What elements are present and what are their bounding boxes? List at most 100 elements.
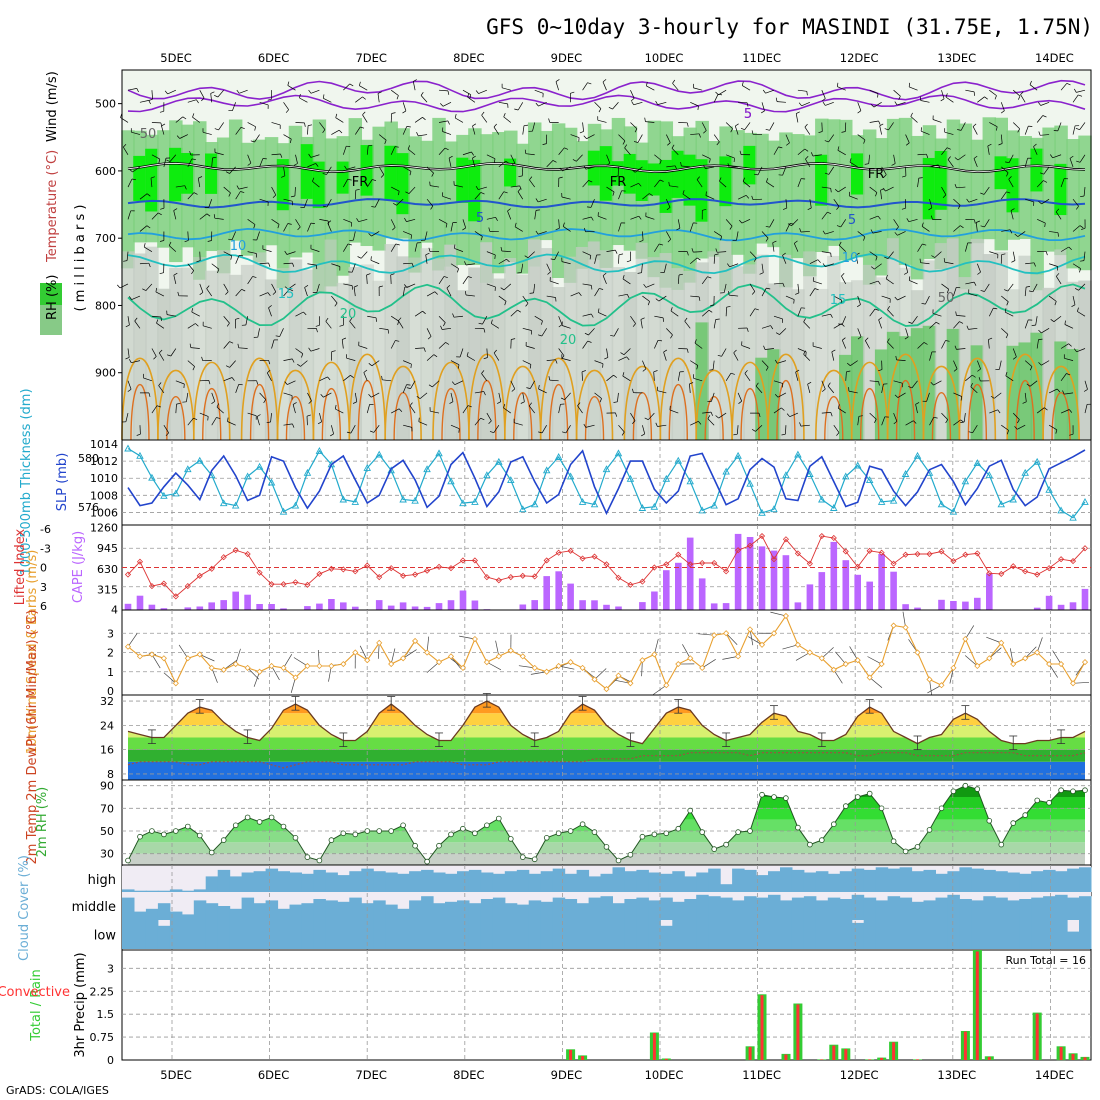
wind-barb: [1025, 198, 1034, 203]
cape-bar: [663, 570, 670, 610]
rh-band-low: [384, 244, 398, 440]
cloud-bar: [911, 871, 925, 892]
wind-barb-flag: [444, 147, 449, 151]
wind-barb-flag: [558, 176, 563, 179]
wind-barb-flag: [462, 227, 466, 231]
wind-barb-flag: [506, 258, 510, 263]
wind-barb-flag: [452, 313, 455, 318]
wind-barb-flag: [759, 272, 764, 275]
wind-barb: [988, 339, 990, 349]
rh-band: [647, 120, 662, 278]
lifted-point: [914, 550, 921, 558]
wind-barb: [1060, 83, 1068, 91]
lifted-point: [591, 553, 598, 560]
wind-barb: [398, 320, 404, 329]
wind-barb-flag: [225, 171, 230, 174]
wind-barb-flag: [710, 411, 713, 416]
wind-barb: [199, 283, 204, 293]
wind-barb: [857, 231, 866, 238]
wind-barb: [522, 360, 532, 365]
wind-barb-flag: [686, 122, 689, 127]
wind-barb-flag: [199, 292, 204, 295]
wind-barb: [259, 292, 269, 297]
wind-barb: [677, 274, 680, 284]
cape-bar: [770, 550, 778, 610]
wind-barb: [782, 166, 787, 176]
wind-barb: [402, 287, 406, 297]
wind-barb: [825, 231, 834, 235]
cloud-bar: [612, 903, 625, 920]
rh-point: [735, 829, 741, 835]
cloud-bar: [756, 920, 769, 949]
cloud-bar: [612, 867, 625, 892]
wind-barb-flag: [898, 95, 901, 100]
wind-barb: [764, 348, 775, 350]
cloud-bar: [373, 900, 386, 920]
lifted-point: [184, 583, 191, 590]
wind10m-barb: [486, 661, 502, 671]
cloud-bar: [720, 884, 733, 892]
wind-barb-flag: [517, 188, 521, 192]
wind-barb: [402, 384, 407, 394]
wind-barb: [663, 351, 667, 361]
wind-barb-flag: [247, 162, 252, 166]
svg-text:2m Temp 2m DewPt (6hr Min/Max): 2m Temp 2m DewPt (6hr Min/Max) (°C): [25, 610, 40, 865]
wind10m-barb: [654, 638, 659, 655]
rh-band-high: [683, 154, 697, 206]
precip-panel-frame: [121, 949, 1092, 1061]
wind10m-point: [591, 676, 598, 683]
wind-barb: [1055, 211, 1062, 220]
wind-barb: [777, 392, 787, 398]
wind-barb: [377, 93, 380, 103]
wind-barb-flag: [921, 302, 926, 305]
wind-barb: [300, 360, 308, 367]
wind-barb: [701, 309, 710, 317]
warm-contour: [922, 365, 961, 441]
wind-barb: [1035, 316, 1038, 326]
wind-barb: [905, 328, 909, 338]
lifted-point: [244, 550, 251, 558]
wind-barb: [343, 243, 349, 252]
cloud-bar: [624, 899, 637, 920]
cloud-bar: [373, 920, 386, 949]
wind-barb-flag: [323, 205, 328, 208]
cloud-bar: [564, 899, 578, 920]
wind-barb-flag: [160, 207, 165, 210]
wind-barb: [755, 385, 763, 394]
wind-barb: [597, 215, 607, 220]
wind-barb: [378, 134, 387, 141]
wind-barb-flag: [670, 334, 673, 339]
wind-barb: [259, 101, 269, 106]
rh-band-low: [827, 255, 841, 440]
wind-barb: [737, 392, 743, 402]
wind-barb: [319, 122, 326, 130]
lifted-point: [627, 581, 634, 588]
wind-barb: [151, 154, 160, 160]
wind-barb-flag: [994, 95, 997, 100]
wind-barb-flag: [577, 402, 581, 406]
thickness-point: [435, 449, 443, 457]
warm-contour: [659, 357, 698, 441]
wind-barb: [186, 392, 189, 402]
wind-barb: [247, 412, 257, 417]
wind-barb-flag: [689, 382, 694, 385]
cloud-bar: [253, 903, 267, 920]
wind-barb-flag: [696, 257, 701, 261]
wind-barb-flag: [227, 417, 229, 422]
cloud-bar: [433, 903, 446, 920]
thickness-point: [1021, 468, 1029, 476]
precip-panel: 00.751.52.253 Run Total = 16 Total / Rai…: [0, 949, 1092, 1067]
precip-convective-bar: [868, 1059, 872, 1060]
cloud-bar: [564, 920, 578, 949]
contour-label: FR: [868, 167, 885, 182]
wind-barb-flag: [250, 140, 255, 143]
wind-barb: [1079, 122, 1086, 130]
wind-barb-flag: [707, 276, 712, 279]
wind-barb: [426, 354, 435, 361]
wind-barb: [486, 348, 488, 358]
wind-barb-flag: [599, 398, 602, 403]
cloud-bar: [863, 920, 877, 949]
rh-band-low: [743, 264, 757, 440]
wind-barb: [671, 148, 679, 156]
wind-barb: [127, 380, 132, 390]
